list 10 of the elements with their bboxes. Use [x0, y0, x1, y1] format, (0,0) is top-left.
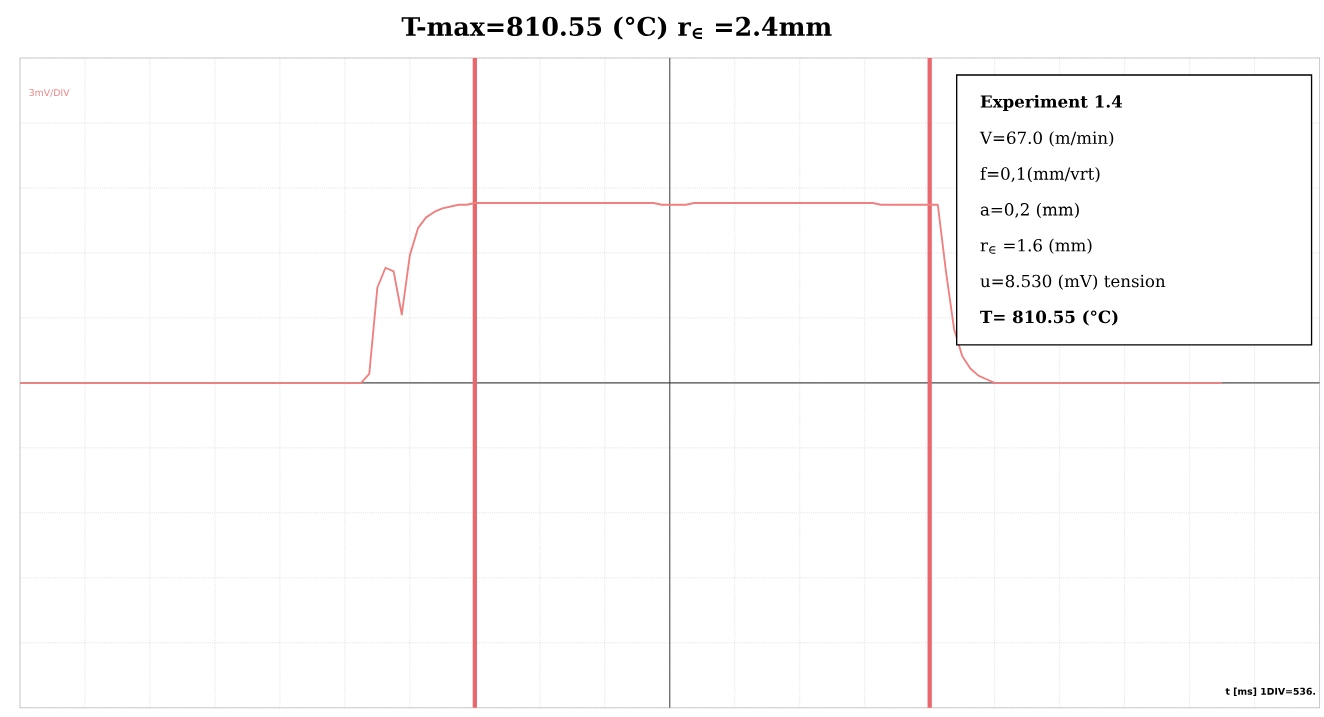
text: t [ms] 1DIV=536. [1225, 687, 1316, 696]
text: 3mV/DIV [29, 89, 70, 97]
annotation: T= 810.55 (°C) [980, 310, 1118, 326]
annotation: a=0,2 (mm) [980, 202, 1079, 219]
text: Experiment 1.4 [980, 94, 1123, 112]
chart-title: T-max=810.55 (°C) r$_{∈}$ =2.4mm [401, 16, 832, 40]
text: V=67.0 (m/min) [979, 131, 1114, 147]
annotation: r$_{∈}$ =1.6 (mm) [980, 238, 1092, 254]
text: f=0,1(mm/vrt) [980, 167, 1100, 183]
annotation: u=8.530 (mV) tension [980, 274, 1166, 290]
